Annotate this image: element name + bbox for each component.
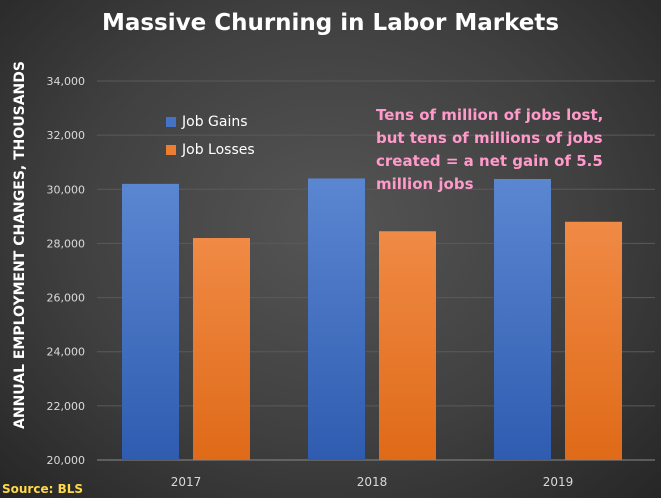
y-tick-label: 30,000 [47,183,86,196]
x-tick-label: 2018 [357,475,388,489]
y-tick-label: 22,000 [47,400,86,413]
y-axis-label: ANNUAL EMPLOYMENT CHANGES, THOUSANDS [12,61,28,429]
legend: Job Gains Job Losses [166,108,255,164]
chart-title: Massive Churning in Labor Markets [101,10,560,36]
legend-swatch-job-losses [166,145,176,155]
bar-job-gains-2019 [494,178,551,460]
bar-job-gains-2017 [122,183,179,460]
bar-job-gains-2018 [308,178,365,460]
legend-label-job-losses: Job Losses [182,142,255,158]
bar-job-losses-2017 [193,238,250,460]
y-tick-label: 20,000 [47,454,86,467]
legend-swatch-job-gains [166,117,176,127]
bars [122,178,622,460]
chart-annotation: Tens of million of jobs lost, but tens o… [376,106,604,193]
y-tick-label: 32,000 [47,129,86,142]
gridlines [97,80,655,461]
y-tick-label: 26,000 [47,292,86,305]
legend-item-job-losses: Job Losses [166,136,255,164]
x-tick-label: 2017 [171,475,202,489]
bar-job-losses-2019 [565,221,622,460]
y-tick-label: 24,000 [47,346,86,359]
bar-job-losses-2018 [379,231,436,460]
x-tick-label: 2019 [543,475,574,489]
y-tick-label: 28,000 [47,237,86,250]
source-note: Source: BLS [2,482,84,496]
legend-item-job-gains: Job Gains [166,108,255,136]
x-axis-ticks: 2017 2018 2019 [171,475,574,489]
y-axis-ticks: 20,000 22,000 24,000 26,000 28,000 30,000 32,0… [47,75,86,467]
legend-label-job-gains: Job Gains [182,114,248,130]
y-tick-label: 34,000 [47,75,86,88]
